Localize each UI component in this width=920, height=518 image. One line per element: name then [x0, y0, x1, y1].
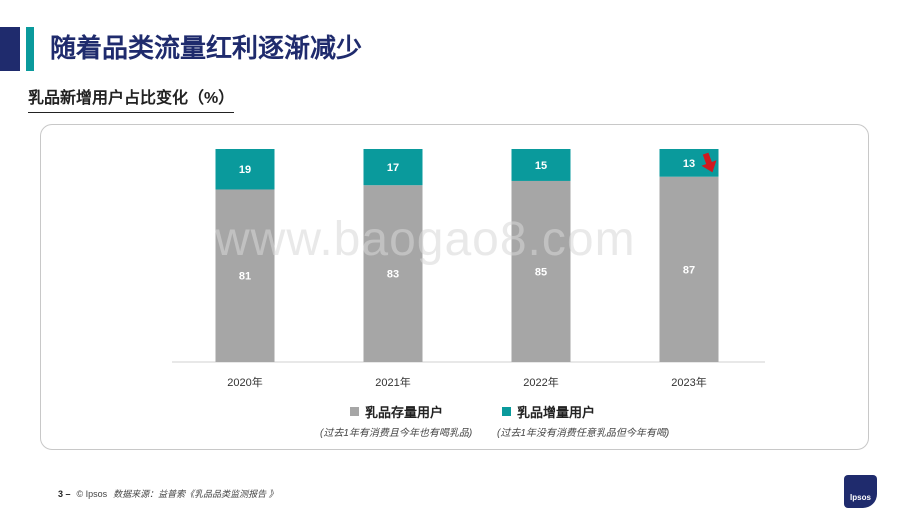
slide-title: 随着品类流量红利逐渐减少: [50, 33, 363, 63]
bar-segment-new: [215, 149, 275, 190]
chart-frame: [40, 124, 869, 450]
bar-segment-existing: [215, 189, 275, 362]
legend-item-existing: 乳品存量用户: [350, 402, 443, 421]
page-number: 3 –: [58, 488, 71, 499]
bar-value-label: 15: [535, 160, 547, 172]
ipsos-logo: Ipsos: [844, 475, 877, 508]
source-note: 数据来源：益普索《乳品品类监测报告 》: [113, 489, 278, 499]
legend-swatch-new: [502, 407, 511, 416]
legend-swatch-existing: [350, 407, 359, 416]
bar-value-label: 87: [683, 264, 695, 276]
title-accent-bar: [0, 27, 20, 71]
bar-value-label: 13: [683, 158, 695, 170]
watermark: www.baogao8.com: [215, 213, 636, 266]
copyright: © Ipsos: [76, 488, 108, 499]
bar-segment-new: [363, 149, 423, 186]
chart-subtitle: 乳品新增用户占比变化（%）: [28, 88, 235, 113]
down-arrow-icon: [701, 152, 717, 173]
title-accent-bar-teal: [26, 27, 34, 71]
bar-value-label: 17: [387, 162, 399, 174]
x-tick-label: 2022年: [523, 375, 558, 389]
bar-segment-existing: [511, 180, 571, 362]
legend-label-new: 乳品增量用户: [517, 405, 596, 420]
bar-value-label: 19: [239, 164, 251, 176]
x-tick-label: 2021年: [375, 375, 410, 389]
legend-item-new: 乳品增量用户: [502, 402, 595, 421]
bar-segment-existing: [363, 185, 423, 362]
legend-note-existing: (过去1年有消费且今年也有喝乳品): [320, 428, 473, 439]
legend-label-existing: 乳品存量用户: [365, 405, 444, 420]
footer: 3 – © Ipsos 数据来源：益普索《乳品品类监测报告 》: [58, 487, 278, 500]
bar-value-label: 81: [239, 271, 251, 283]
bar-value-label: 85: [535, 266, 547, 278]
bar-value-label: 83: [387, 269, 399, 281]
bar-segment-new: [511, 149, 571, 181]
x-tick-label: 2023年: [671, 375, 706, 389]
legend-note-new: (过去1年没有消费任意乳品但今年有喝): [497, 428, 670, 439]
x-tick-label: 2020年: [227, 375, 262, 389]
logo-text: Ipsos: [850, 493, 871, 502]
bar-segment-existing: [659, 176, 719, 362]
